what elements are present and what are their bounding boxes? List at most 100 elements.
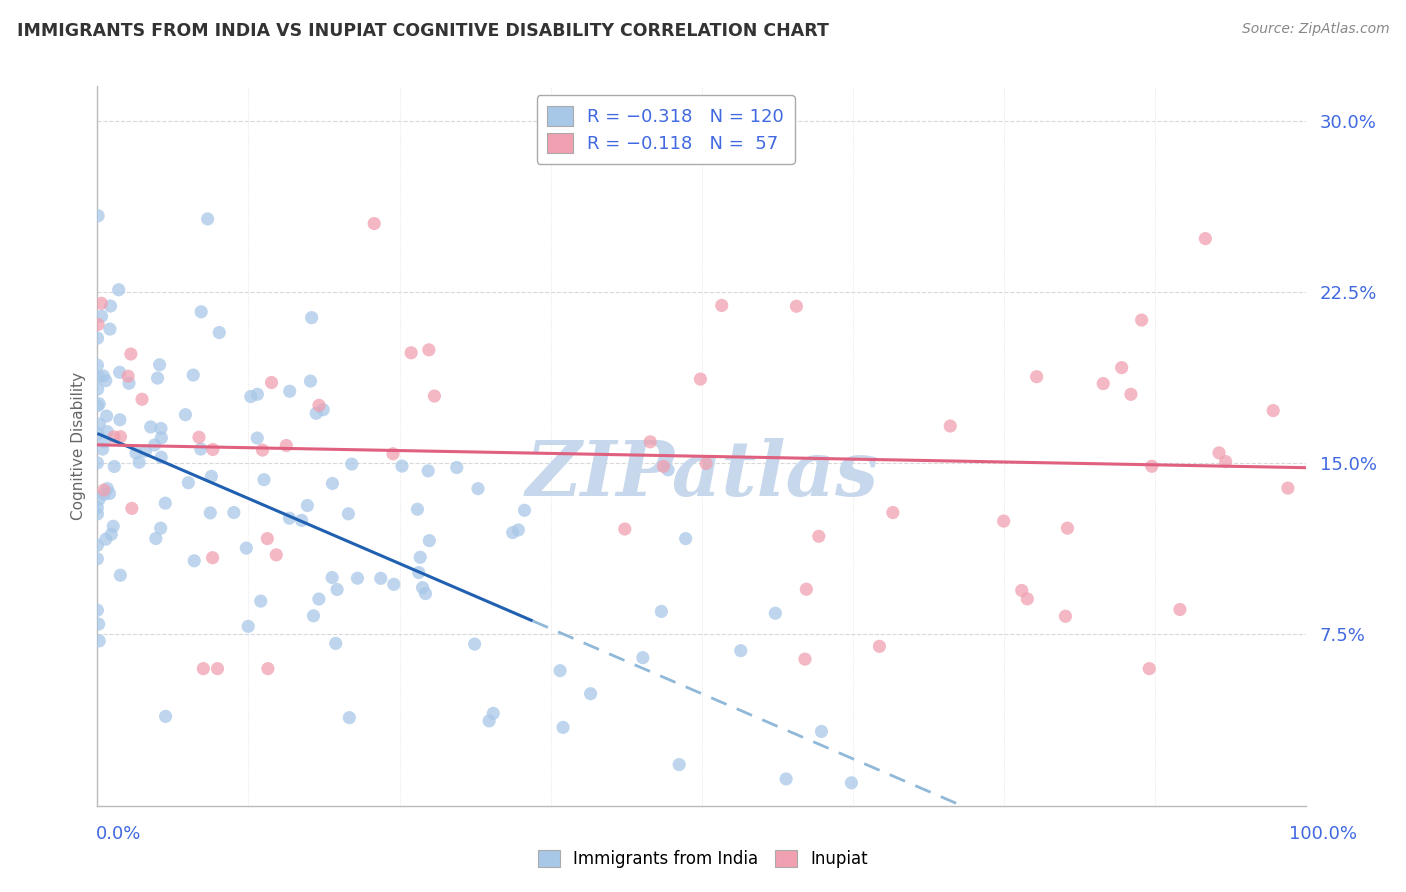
Point bbox=[513, 503, 536, 517]
Point bbox=[93, 434, 115, 449]
Point bbox=[1111, 360, 1133, 375]
Point bbox=[810, 724, 832, 739]
Point bbox=[1119, 387, 1142, 401]
Point bbox=[121, 501, 143, 516]
Point bbox=[650, 604, 672, 618]
Point bbox=[785, 299, 807, 313]
Point bbox=[197, 211, 219, 226]
Point bbox=[94, 533, 117, 547]
Point bbox=[418, 533, 440, 548]
Point bbox=[299, 374, 322, 388]
Point bbox=[120, 347, 142, 361]
Point bbox=[276, 438, 298, 452]
Point bbox=[312, 402, 335, 417]
Point bbox=[1054, 609, 1077, 624]
Point bbox=[87, 426, 110, 441]
Point bbox=[110, 568, 132, 582]
Point bbox=[193, 662, 215, 676]
Point bbox=[478, 714, 501, 728]
Point bbox=[370, 571, 392, 585]
Point bbox=[675, 532, 697, 546]
Point bbox=[235, 541, 257, 555]
Point bbox=[382, 447, 405, 461]
Point bbox=[337, 711, 360, 725]
Point bbox=[89, 397, 111, 411]
Point bbox=[86, 538, 108, 552]
Point bbox=[340, 457, 363, 471]
Point bbox=[94, 374, 117, 388]
Point bbox=[548, 664, 571, 678]
Point bbox=[1056, 521, 1078, 535]
Point bbox=[103, 430, 125, 444]
Point bbox=[252, 443, 274, 458]
Point bbox=[939, 419, 962, 434]
Point bbox=[1208, 446, 1230, 460]
Point bbox=[100, 527, 122, 541]
Point bbox=[638, 434, 661, 449]
Point bbox=[100, 299, 122, 313]
Point bbox=[508, 523, 530, 537]
Point bbox=[103, 519, 125, 533]
Point bbox=[87, 369, 110, 384]
Point bbox=[408, 566, 430, 580]
Point bbox=[118, 376, 141, 391]
Point bbox=[222, 506, 245, 520]
Point bbox=[382, 577, 405, 591]
Point bbox=[188, 430, 211, 444]
Point bbox=[1263, 403, 1285, 417]
Point bbox=[146, 371, 169, 385]
Point bbox=[110, 430, 132, 444]
Point bbox=[239, 390, 262, 404]
Point bbox=[89, 417, 111, 431]
Point bbox=[86, 603, 108, 617]
Point bbox=[155, 709, 177, 723]
Text: 100.0%: 100.0% bbox=[1289, 825, 1357, 843]
Point bbox=[1194, 232, 1216, 246]
Point bbox=[260, 376, 283, 390]
Point bbox=[90, 296, 112, 310]
Point bbox=[86, 507, 108, 521]
Point bbox=[264, 548, 287, 562]
Point bbox=[257, 662, 280, 676]
Point bbox=[695, 457, 717, 471]
Point bbox=[249, 594, 271, 608]
Point bbox=[93, 483, 115, 497]
Point bbox=[246, 431, 269, 445]
Point bbox=[794, 652, 817, 666]
Point bbox=[134, 444, 156, 458]
Point bbox=[399, 345, 422, 359]
Point bbox=[730, 643, 752, 657]
Point bbox=[149, 521, 172, 535]
Y-axis label: Cognitive Disability: Cognitive Disability bbox=[72, 372, 86, 520]
Point bbox=[502, 525, 524, 540]
Point bbox=[794, 582, 817, 597]
Point bbox=[87, 399, 110, 413]
Point bbox=[882, 506, 904, 520]
Point bbox=[464, 637, 486, 651]
Point bbox=[841, 776, 863, 790]
Point bbox=[139, 420, 162, 434]
Point bbox=[291, 513, 314, 527]
Point bbox=[190, 305, 212, 319]
Legend: Immigrants from India, Inupiat: Immigrants from India, Inupiat bbox=[531, 843, 875, 875]
Point bbox=[183, 554, 205, 568]
Point bbox=[87, 617, 110, 632]
Point bbox=[1168, 602, 1191, 616]
Point bbox=[613, 522, 636, 536]
Point bbox=[253, 473, 276, 487]
Point bbox=[125, 446, 148, 460]
Point bbox=[406, 502, 429, 516]
Point bbox=[325, 636, 347, 650]
Point bbox=[98, 486, 121, 500]
Point bbox=[551, 720, 574, 734]
Point bbox=[86, 500, 108, 515]
Point bbox=[1215, 454, 1237, 468]
Point bbox=[1277, 481, 1299, 495]
Point bbox=[181, 368, 204, 382]
Point bbox=[89, 634, 111, 648]
Point bbox=[482, 706, 505, 721]
Point bbox=[409, 550, 432, 565]
Point bbox=[418, 464, 440, 478]
Point bbox=[190, 442, 212, 456]
Point bbox=[107, 283, 129, 297]
